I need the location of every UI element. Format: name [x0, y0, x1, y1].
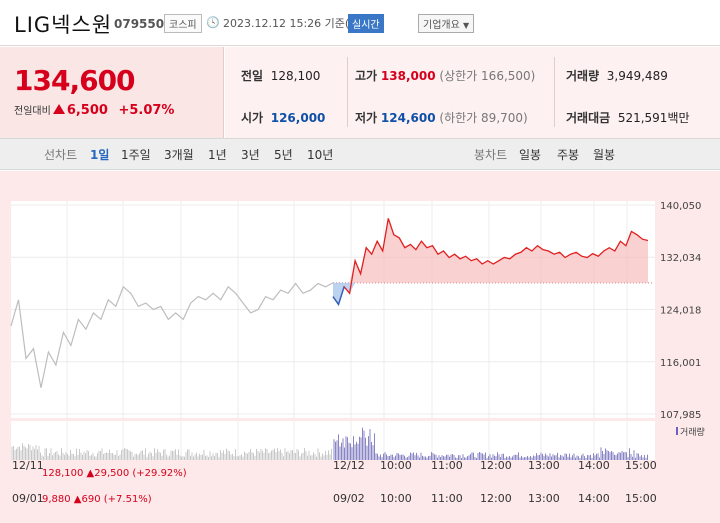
date-axis-label: 13:00 [528, 492, 560, 505]
up-triangle-icon [52, 104, 65, 114]
date-axis-label: 11:00 [431, 492, 463, 505]
change-amount: 6,500 [66, 103, 108, 118]
stats-panel: 전일 128,100 고가 138,000 (상한가 166,500) 거래량 … [225, 47, 720, 138]
tab-1week[interactable]: 1주일 [121, 148, 151, 162]
price-panel: 134,600 전일대비 6,500 +5.07% [0, 47, 224, 138]
stock-header: LIG넥스원 079550 코스피 🕓 2023.12.12 15:26 기준(… [0, 0, 720, 46]
stock-name: LIG넥스원 [14, 13, 113, 37]
tab-3years[interactable]: 3년 [241, 148, 260, 162]
chart-svg: 140,050 132,034 124,018 116,001 107,985 거래량 12… [10, 201, 705, 505]
stat-amount: 거래대금 521,591백만 [566, 111, 690, 125]
time-axis-label: 12:00 [480, 459, 512, 472]
current-price: 134,600 [14, 64, 136, 97]
intraday-down-segment [332, 286, 345, 306]
time-axis-label: 15:00 [625, 459, 657, 472]
stock-code: 079550 [114, 17, 165, 31]
market-badge: 코스피 [164, 14, 202, 33]
tab-daily-candle[interactable]: 일봉 [519, 148, 542, 162]
bottom-axis-info: 9,880 ▲690 (+7.51%) [42, 494, 152, 505]
tab-5years[interactable]: 5년 [274, 148, 293, 162]
quote-datetime: 2023.12.12 15:26 기준(장중) [223, 17, 374, 30]
intraday-area [333, 218, 648, 283]
chart-period-tabs: 선차트 1일 1주일 3개월 1년 3년 5년 10년 봉차트 일봉 주봉 월봉 [0, 138, 720, 170]
stat-low: 저가 124,600 (하한가 89,700) [355, 111, 528, 125]
tab-monthly-candle[interactable]: 월봉 [593, 148, 616, 162]
y-tick-label: 107,985 [660, 410, 701, 421]
date-axis-label: 09/02 [333, 492, 365, 505]
y-tick-label: 124,018 [660, 305, 701, 316]
company-info-label: 기업개요 [423, 20, 460, 31]
intraday-line [332, 218, 649, 306]
company-info-button[interactable]: 기업개요 ▼ [418, 14, 475, 33]
date-axis-label: 14:00 [578, 492, 610, 505]
time-axis-label: 11:00 [431, 459, 463, 472]
stat-open: 시가 126,000 [241, 111, 326, 125]
y-tick-label: 116,001 [660, 358, 701, 369]
realtime-button[interactable]: 실시간 [348, 14, 384, 33]
time-axis-label: 12/12 [333, 459, 365, 472]
tab-1year[interactable]: 1년 [208, 148, 227, 162]
line-chart-label: 선차트 [44, 148, 78, 162]
time-axis-label: 14:00 [578, 459, 610, 472]
change-percent: +5.07% [118, 103, 175, 118]
candle-chart-label: 봉차트 [474, 148, 508, 162]
y-tick-label: 132,034 [660, 253, 701, 264]
tab-10years[interactable]: 10년 [307, 148, 334, 162]
y-tick-label: 140,050 [660, 201, 701, 212]
time-axis-label: 12/11 [12, 459, 44, 472]
chevron-down-icon: ▼ [463, 21, 470, 30]
volume-legend-swatch [676, 427, 678, 435]
clock-icon: 🕓 [206, 16, 220, 29]
volume-legend-label: 거래량 [680, 426, 705, 438]
date-axis-label: 10:00 [380, 492, 412, 505]
stat-volume: 거래량 3,949,489 [566, 69, 668, 83]
price-change: 전일대비 6,500 +5.07% [14, 102, 174, 118]
tab-weekly-candle[interactable]: 주봉 [557, 148, 580, 162]
time-axis-label: 10:00 [380, 459, 412, 472]
tab-1day[interactable]: 1일 [90, 148, 110, 162]
time-axis-label: 13:00 [528, 459, 560, 472]
stat-prev: 전일 128,100 [241, 69, 321, 83]
price-chart: 140,050 132,034 124,018 116,001 107,985 거래량 12… [0, 171, 720, 523]
tab-3months[interactable]: 3개월 [164, 148, 194, 162]
top-axis-info: 128,100 ▲29,500 (+29.92%) [42, 468, 187, 479]
stat-high: 고가 138,000 (상한가 166,500) [355, 69, 536, 83]
volume-background [11, 421, 655, 460]
date-axis-label: 15:00 [625, 492, 657, 505]
date-axis-label: 09/01 [12, 492, 44, 505]
change-label: 전일대비 [14, 106, 51, 117]
history-line [10, 282, 334, 388]
date-axis-label: 12:00 [480, 492, 512, 505]
